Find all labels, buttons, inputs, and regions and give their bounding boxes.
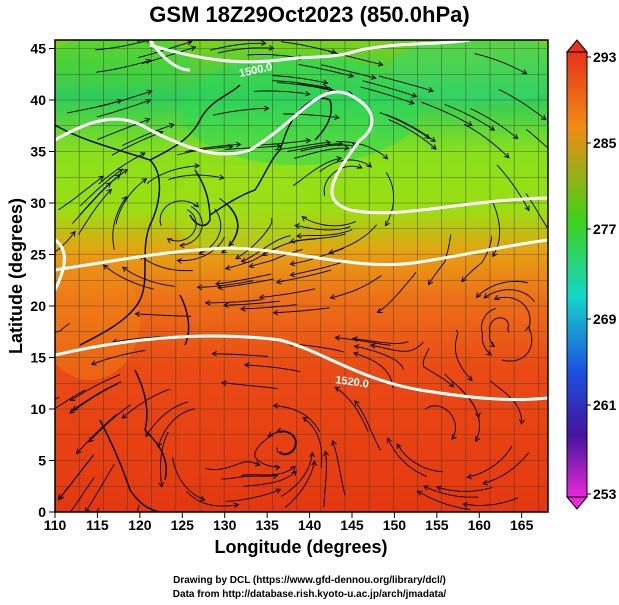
x-tick-label: 120 (128, 517, 152, 533)
chart-title: GSM 18Z29Oct2023 (850.0hPa) (149, 2, 470, 27)
x-tick-label: 125 (171, 517, 195, 533)
coastlines (55, 84, 332, 512)
x-tick-label: 165 (510, 517, 534, 533)
colorbar-tick-label: 293 (593, 49, 617, 65)
x-tick-label: 135 (255, 517, 279, 533)
credit-data-source: Data from http://database.rish.kyoto-u.a… (172, 589, 447, 600)
colorbar-tick-label: 253 (593, 486, 617, 502)
y-tick-label: 20 (30, 298, 46, 314)
x-tick-label: 140 (298, 517, 322, 533)
y-tick-label: 35 (30, 144, 46, 160)
colorbar-tick-label: 269 (593, 311, 617, 327)
credit-drawing: Drawing by DCL (https://www.gfd-dennou.o… (173, 575, 446, 586)
colorbar-tick-label: 261 (593, 397, 617, 413)
y-tick-label: 5 (38, 453, 46, 469)
x-tick-label: 150 (383, 517, 407, 533)
x-tick-label: 130 (213, 517, 237, 533)
colorbar-tick-label: 285 (593, 135, 617, 151)
x-tick-label: 110 (44, 517, 67, 533)
graticule (55, 40, 548, 512)
x-tick-label: 155 (425, 517, 449, 533)
x-axis-ticks: 110 115 120 125 130 135 140 145 150 155 160 165 (44, 512, 534, 533)
y-tick-label: 15 (30, 350, 46, 366)
x-tick-label: 115 (86, 517, 109, 533)
y-tick-label: 40 (30, 92, 46, 108)
y-tick-label: 30 (30, 195, 46, 211)
y-tick-label: 10 (30, 401, 46, 417)
x-axis-label: Longitude (degrees) (214, 537, 387, 557)
colorbar-tick-label: 277 (593, 221, 617, 237)
streamlines (55, 40, 548, 512)
x-tick-label: 145 (340, 517, 364, 533)
contour-lines (55, 40, 548, 402)
y-tick-label: 25 (30, 247, 46, 263)
contour-label-lower: 1520.0 (335, 374, 370, 391)
y-axis-ticks: 0 5 10 15 20 25 30 35 40 45 (30, 41, 55, 520)
y-tick-label: 0 (38, 504, 46, 520)
x-tick-label: 160 (468, 517, 492, 533)
y-tick-label: 45 (30, 41, 46, 57)
plot-frame (54, 39, 549, 513)
colorbar: 293 285 277 269 261 253 (565, 39, 617, 510)
y-axis-label: Latitude (degrees) (6, 198, 26, 354)
